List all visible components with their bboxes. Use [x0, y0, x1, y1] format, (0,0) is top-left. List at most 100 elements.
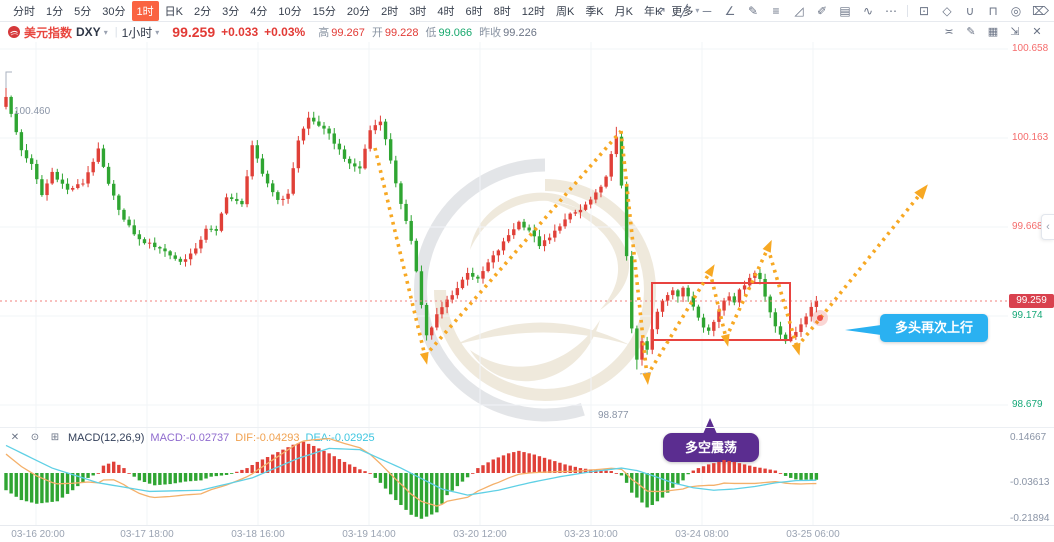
timeframe-月K[interactable]: 月K	[614, 5, 633, 18]
timeframe-6时[interactable]: 6时	[465, 5, 483, 18]
timeframe-toolbar: 分时 1分 5分 30分 1时 日K 2分 3分 4分 10分 15分 20分 2时 3时 4时 6时 8时 12…	[0, 0, 1054, 22]
price-axis-label: 98.679	[1012, 399, 1043, 410]
time-axis-label: 03-19 14:00	[342, 529, 396, 540]
callout-tail	[845, 325, 881, 335]
timeframe-20分[interactable]: 20分	[346, 5, 371, 18]
interval-selector[interactable]: 1小时	[121, 25, 153, 40]
fib-retracement-icon[interactable]: ≡	[772, 4, 780, 18]
time-axis-label: 03-23 10:00	[564, 529, 618, 540]
image-icon[interactable]: ▤	[839, 4, 851, 18]
compare-icon[interactable]: ▦	[987, 26, 999, 38]
bullish-callout[interactable]: 多头再次上行	[845, 314, 988, 342]
time-axis-label: 03-16 20:00	[11, 529, 65, 540]
timeframe-季K[interactable]: 季K	[585, 5, 604, 18]
oscillation-callout[interactable]: 多空震荡	[663, 418, 759, 462]
drawing-toolbar: ↗ ╱ ─ ∠ ✎ ≡ ◿ ✐ ▤ ∿ ⋯ ⊡ ◇ ∪ ⊓ ◎ ⌦	[654, 0, 1049, 22]
timeframe-15分[interactable]: 15分	[312, 5, 336, 18]
wave-icon[interactable]: ∿	[862, 4, 874, 18]
trend-line-icon[interactable]: ╱	[680, 4, 688, 18]
pencil-line-icon[interactable]: ✎	[747, 4, 759, 18]
pane-controls: ≍ ✎ ▦ ⇲ ✕	[942, 24, 1044, 40]
eraser-icon[interactable]: ◇	[942, 4, 952, 18]
time-axis-label: 03-20 12:00	[453, 529, 507, 540]
hide-drawings-icon[interactable]: ◎	[1010, 4, 1022, 18]
more-tools-icon[interactable]: ⋯	[885, 4, 897, 18]
gann-fan-icon[interactable]: ◿	[794, 4, 804, 18]
stat-high: 高 99.267	[318, 27, 365, 39]
first-high-label: 100.460	[14, 106, 51, 117]
price-axis-label: 100.163	[1012, 132, 1049, 143]
timeframe-3分[interactable]: 3分	[222, 5, 240, 18]
time-axis-label: 03-24 08:00	[675, 529, 729, 540]
price-axis-label: 99.668	[1012, 221, 1043, 232]
macd-axis-label: -0.21894	[1010, 513, 1050, 524]
axis-collapse-handle[interactable]: ‹	[1041, 214, 1054, 240]
timeframe-4时[interactable]: 4时	[437, 5, 455, 18]
price-change-pct: +0.03%	[264, 25, 306, 39]
close-pane-icon[interactable]: ✕	[1032, 26, 1042, 38]
dif-value: DIF:-0.04293	[235, 432, 300, 444]
timeframe-年K[interactable]: 年K	[644, 5, 663, 18]
timeframe-10分[interactable]: 10分	[278, 5, 302, 18]
timeframe-周K[interactable]: 周K	[555, 5, 575, 18]
drawing-annotations	[0, 71, 1008, 385]
time-axis-label: 03-25 06:00	[786, 529, 840, 540]
symbol-dropdown-icon[interactable]: ▾	[103, 27, 108, 37]
chart-style-icon[interactable]: ≍	[944, 26, 954, 38]
divider: |	[114, 26, 118, 38]
macd-axis-label: -0.03613	[1010, 477, 1050, 488]
price-axis-label: 100.658	[1012, 43, 1049, 54]
chart-region: 100.658 100.163 99.668 99.174 98.679 99.259 …	[0, 42, 1054, 542]
more-label: 更多	[671, 5, 694, 18]
angle-line-icon[interactable]: ∠	[724, 4, 736, 18]
stat-prev-close: 昨收 99.226	[479, 27, 537, 39]
fullscreen-icon[interactable]: ⇲	[1010, 26, 1020, 38]
timeframe-12时[interactable]: 12时	[521, 5, 545, 18]
brush-icon[interactable]: ✐	[816, 4, 828, 18]
timeframe-2时[interactable]: 2时	[381, 5, 399, 18]
macd-header: ✕ ⊙ ⊞ MACD(12,26,9) MACD:-0.02737 DIF:-0…	[8, 431, 375, 445]
timeframe-list: 分时 1分 5分 30分 1时 日K 2分 3分 4分 10分 15分 20分 2时 3时 4时 6时 8时 12…	[0, 0, 667, 21]
timeframe-4分[interactable]: 4分	[250, 5, 268, 18]
gear-icon[interactable]: ⊙	[30, 432, 40, 443]
swing-low-label: 98.877	[598, 410, 629, 421]
timeframe-5分[interactable]: 5分	[74, 5, 92, 18]
timeframe-1分[interactable]: 1分	[46, 5, 64, 18]
macd-chart[interactable]	[0, 427, 1054, 527]
timeframe-1时[interactable]: 1时	[131, 0, 159, 21]
timeframe-日K[interactable]: 日K	[164, 5, 183, 18]
time-axis[interactable]: 03-16 20:00 03-17 18:00 03-18 16:00 03-19 1…	[0, 525, 1054, 542]
horizontal-line-icon[interactable]: ─	[702, 4, 712, 18]
macd-axis-label: 0.14667	[1010, 432, 1047, 443]
stat-low: 低 99.066	[425, 27, 473, 39]
instrument-name[interactable]: 美元指数	[24, 25, 73, 40]
timeframe-2分[interactable]: 2分	[193, 5, 212, 18]
draw-mode-icon[interactable]: ✎	[966, 26, 976, 38]
callout-tail	[703, 418, 717, 434]
edit-drawing-icon[interactable]: ⊡	[918, 4, 930, 18]
timeframe-30分[interactable]: 30分	[102, 5, 126, 18]
last-price: 99.259	[172, 24, 216, 40]
timeframe-分时[interactable]: 分时	[13, 5, 35, 18]
price-change: +0.033	[221, 25, 259, 39]
more-timeframes-button[interactable]: 更多 ▾	[667, 1, 703, 21]
delete-drawings-icon[interactable]: ⌦	[1032, 4, 1049, 18]
expand-icon[interactable]: ⊞	[50, 432, 60, 443]
arrow-line-icon[interactable]: ↗	[655, 4, 667, 18]
timeframe-8时[interactable]: 8时	[493, 5, 511, 18]
time-axis-label: 03-17 18:00	[120, 529, 174, 540]
chevron-down-icon: ▾	[695, 6, 700, 15]
macd-title: MACD(12,26,9)	[68, 432, 145, 444]
candlestick-chart[interactable]	[0, 42, 1054, 542]
macd-pane: ✕ ⊙ ⊞ MACD(12,26,9) MACD:-0.02737 DIF:-0…	[0, 427, 1054, 525]
timeframe-3时[interactable]: 3时	[409, 5, 427, 18]
dea-value: DEA:-0.02925	[305, 432, 375, 444]
stat-open: 开 99.228	[371, 27, 419, 39]
instrument-symbol[interactable]: DXY	[76, 25, 101, 39]
magnet-icon[interactable]: ∪	[965, 4, 975, 18]
toolbar-divider	[907, 5, 908, 17]
interval-dropdown-icon[interactable]: ▾	[155, 27, 160, 37]
lock-icon[interactable]: ⊓	[988, 4, 998, 18]
close-icon[interactable]: ✕	[10, 432, 20, 443]
